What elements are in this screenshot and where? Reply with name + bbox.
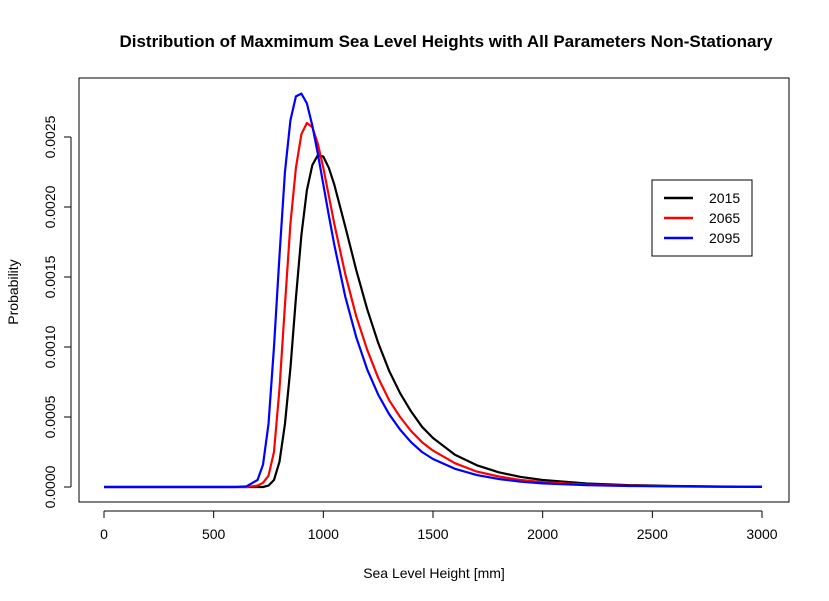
x-axis-label: Sea Level Height [mm]	[363, 565, 505, 581]
y-tick-label-0.0005: 0.0005	[42, 395, 58, 438]
y-axis: 0.0000 0.0005 0.0010 0.0015 0.0020 0.0025	[42, 115, 72, 508]
x-tick-label-3000: 3000	[746, 526, 777, 542]
x-tick-label-1000: 1000	[308, 526, 339, 542]
x-tick-label-2500: 2500	[637, 526, 668, 542]
y-tick-label-0.0000: 0.0000	[42, 465, 58, 508]
legend-label-2065: 2065	[709, 210, 740, 226]
y-tick-label-0.0025: 0.0025	[42, 115, 58, 158]
x-tick-label-2000: 2000	[527, 526, 558, 542]
y-tick-label-0.0020: 0.0020	[42, 185, 58, 228]
x-axis: 0 500 1000 1500 2000 2500 3000	[100, 510, 778, 542]
series-lines	[104, 92, 763, 489]
legend: 2015 2065 2095	[651, 179, 753, 257]
x-tick-label-1500: 1500	[417, 526, 448, 542]
legend-label-2095: 2095	[709, 230, 740, 246]
chart-title: Distribution of Maxmimum Sea Level Heigh…	[119, 32, 773, 51]
series-line-2095	[104, 92, 763, 489]
y-tick-label-0.0010: 0.0010	[42, 325, 58, 368]
plot-frame	[78, 77, 790, 503]
legend-label-2015: 2015	[709, 190, 740, 206]
y-tick-label-0.0015: 0.0015	[42, 255, 58, 298]
y-axis-label: Probability	[5, 259, 21, 324]
x-tick-label-0: 0	[100, 526, 108, 542]
x-tick-label-500: 500	[202, 526, 226, 542]
series-line-2065	[104, 121, 763, 489]
